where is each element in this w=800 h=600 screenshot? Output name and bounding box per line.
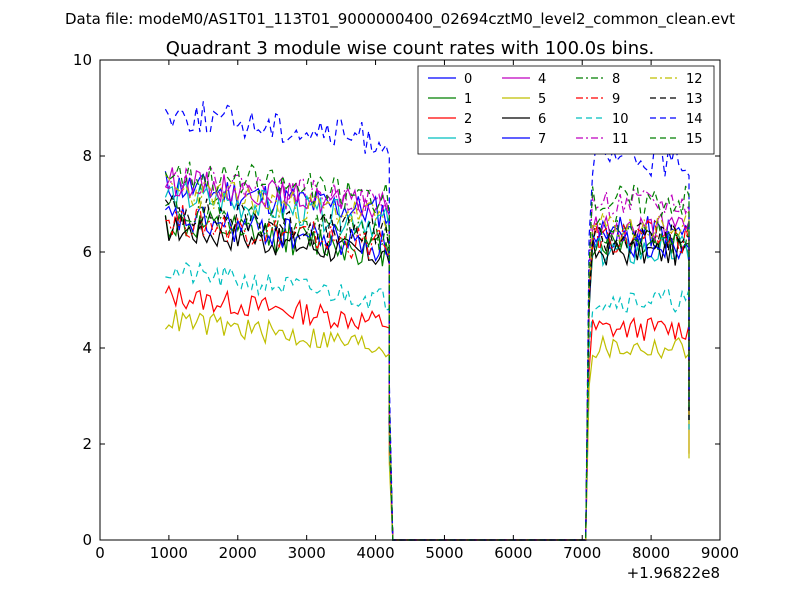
x-tick-label: 5000: [425, 544, 463, 562]
legend-label-14: 14: [686, 112, 703, 127]
legend-label-13: 13: [686, 92, 703, 107]
legend-label-5: 5: [538, 92, 546, 107]
plot-lines: [164, 101, 690, 541]
legend-label-4: 4: [538, 72, 546, 87]
y-tick-label: 0: [82, 531, 92, 549]
series-line-10: [165, 261, 690, 541]
legend-label-3: 3: [464, 132, 472, 147]
chart-title: Quadrant 3 module wise count rates with …: [166, 38, 655, 59]
series-line-9: [165, 205, 690, 541]
series-line-8: [165, 197, 690, 541]
series-line-7: [164, 205, 690, 541]
x-axis: 0 1000 2000 3000 4000 5000 6000 7000 8000 9000: [95, 60, 739, 562]
legend-label-10: 10: [612, 112, 629, 127]
series-line-3: [164, 179, 690, 541]
series-line-6: [164, 215, 690, 541]
y-tick-label: 8: [82, 147, 92, 165]
y-tick-label: 4: [82, 339, 92, 357]
legend-label-11: 11: [612, 132, 629, 147]
legend-label-12: 12: [686, 72, 703, 87]
legend-box: [417, 65, 715, 155]
series-line-1: [164, 210, 690, 541]
legend-label-7: 7: [538, 132, 546, 147]
y-tick-label: 2: [82, 435, 92, 453]
y-tick-label: 6: [82, 243, 92, 261]
series-line-12: [164, 174, 690, 541]
x-tick-label: 2000: [219, 544, 257, 562]
x-tick-label: 6000: [494, 544, 532, 562]
series-line-13: [164, 194, 690, 541]
series-line-15: [164, 161, 690, 541]
legend-label-1: 1: [464, 92, 472, 107]
x-tick-label: 3000: [288, 544, 326, 562]
legend-label-2: 2: [464, 112, 472, 127]
data-file-label: Data file: modeM0/AS1T01_113T01_90000004…: [65, 10, 735, 29]
series-line-11: [165, 165, 690, 541]
x-tick-label: 9000: [701, 544, 739, 562]
x-tick-label: 0: [95, 544, 105, 562]
series-line-5: [164, 309, 690, 541]
y-tick-label: 10: [73, 51, 92, 69]
legend-label-8: 8: [612, 72, 620, 87]
series-line-14: [164, 101, 690, 541]
legend-label-15: 15: [686, 132, 703, 147]
legend-label-6: 6: [538, 112, 546, 127]
x-tick-label: 7000: [563, 544, 601, 562]
x-tick-label: 1000: [150, 544, 188, 562]
series-line-2: [164, 284, 690, 541]
legend-label-0: 0: [464, 72, 472, 87]
plot-frame: [99, 59, 721, 541]
x-tick-label: 4000: [356, 544, 394, 562]
x-tick-label: 8000: [632, 544, 670, 562]
legend-label-9: 9: [612, 92, 620, 107]
x-offset-label: +1.96822e8: [627, 564, 720, 582]
